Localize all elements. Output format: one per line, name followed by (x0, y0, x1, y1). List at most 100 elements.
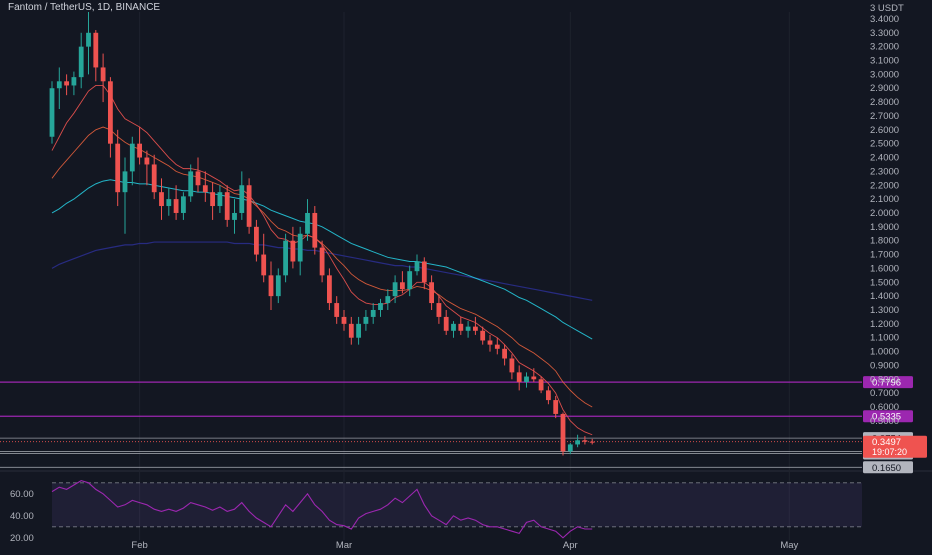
x-tick-label: May (780, 540, 798, 550)
candle-body (217, 192, 223, 207)
candle-body (100, 67, 106, 82)
y-tick-label: 2.7000 (870, 111, 899, 122)
candle (64, 74, 69, 96)
candle-body (451, 323, 456, 331)
candle (560, 412, 566, 456)
y-tick-label: 2.6000 (870, 125, 899, 136)
candle (370, 303, 376, 324)
candle (115, 129, 121, 207)
candle (327, 268, 332, 310)
candle-body (531, 376, 537, 380)
candle-body (436, 303, 442, 317)
chart-title: Fantom / TetherUS, 1D, BINANCE (8, 2, 161, 13)
candle (159, 178, 164, 220)
candle-body (494, 344, 500, 349)
y-tick-label: 2.8000 (870, 97, 899, 108)
candle (71, 71, 77, 96)
candles (49, 12, 595, 456)
candle (181, 192, 186, 220)
candle (319, 240, 325, 283)
candle (268, 261, 274, 310)
level-label: 0.7796 (872, 378, 901, 389)
y-tick-label: 2.4000 (870, 153, 899, 164)
candle (400, 271, 405, 294)
candle (414, 254, 420, 276)
candle-body (487, 340, 493, 345)
y-tick-label: 2.9000 (870, 83, 899, 94)
candle-body (49, 88, 55, 137)
x-tick-label: Feb (131, 540, 147, 550)
candle (312, 206, 318, 255)
y-tick-label: 1.5000 (870, 277, 899, 288)
candle (458, 316, 464, 335)
rsi-tick-label: 20.00 (10, 533, 34, 544)
candle (567, 443, 573, 455)
candle-body (93, 32, 99, 68)
candle-body (86, 32, 91, 47)
candle-body (502, 348, 507, 359)
candle (166, 188, 172, 216)
y-tick-label: 3.2000 (870, 42, 899, 53)
last-price-tag (863, 435, 927, 458)
y-tick-label: 2.5000 (870, 139, 899, 150)
candle-body (392, 282, 398, 297)
candle (546, 386, 551, 405)
candle-body (275, 275, 281, 297)
candle-body (348, 323, 354, 338)
candle (348, 316, 354, 345)
candle-body (465, 326, 471, 331)
candle (210, 182, 215, 220)
candle-body (567, 444, 573, 452)
candle (553, 395, 559, 419)
candle (480, 326, 486, 345)
y-tick-label: 0.5000 (870, 416, 899, 427)
rsi-band-fill (52, 482, 862, 527)
candle-body (64, 81, 69, 86)
candle (195, 157, 201, 193)
candle-body (407, 271, 413, 290)
level-tag (863, 376, 913, 389)
candle (217, 185, 223, 213)
candle-body (56, 81, 62, 89)
candle (378, 298, 383, 317)
candle (385, 289, 391, 310)
candle-body (151, 164, 157, 193)
candle-body (188, 171, 194, 197)
candle-body (341, 316, 347, 324)
rsi-tick-label: 40.00 (10, 511, 34, 522)
candle (202, 171, 208, 202)
candle (93, 30, 99, 82)
y-tick-label: 0.8000 (870, 374, 899, 385)
candle-body (400, 282, 405, 290)
rsi-line (51, 480, 593, 539)
y-tick-label: 1.2000 (870, 319, 899, 330)
countdown-label: 19:07:20 (872, 447, 907, 457)
candle (392, 275, 398, 304)
y-tick-label: 1.3000 (870, 305, 899, 316)
candle-body (202, 185, 208, 193)
candle-body (480, 330, 486, 341)
time-axis: FebMarAprMayJunJul (131, 540, 798, 551)
candle-body (414, 261, 420, 272)
y-tick-label: 1.6000 (870, 263, 899, 274)
candle (436, 296, 442, 324)
candle-body (261, 254, 267, 276)
candle (429, 275, 434, 310)
rsi-pane: 60.00 40.00 20.00 (10, 480, 862, 544)
candle-body (473, 326, 478, 331)
candle-body (232, 212, 237, 220)
candle-body (224, 192, 230, 220)
candle-body (356, 323, 361, 338)
candle-body (246, 185, 252, 227)
candle (334, 296, 340, 324)
y-tick-label: 2.2000 (870, 180, 899, 191)
candle-body (582, 440, 588, 442)
candle (582, 436, 588, 445)
level-tag (863, 461, 913, 474)
candle-body (589, 441, 595, 443)
candle (421, 257, 427, 290)
candle-body (78, 46, 84, 78)
candle-body (546, 390, 551, 401)
